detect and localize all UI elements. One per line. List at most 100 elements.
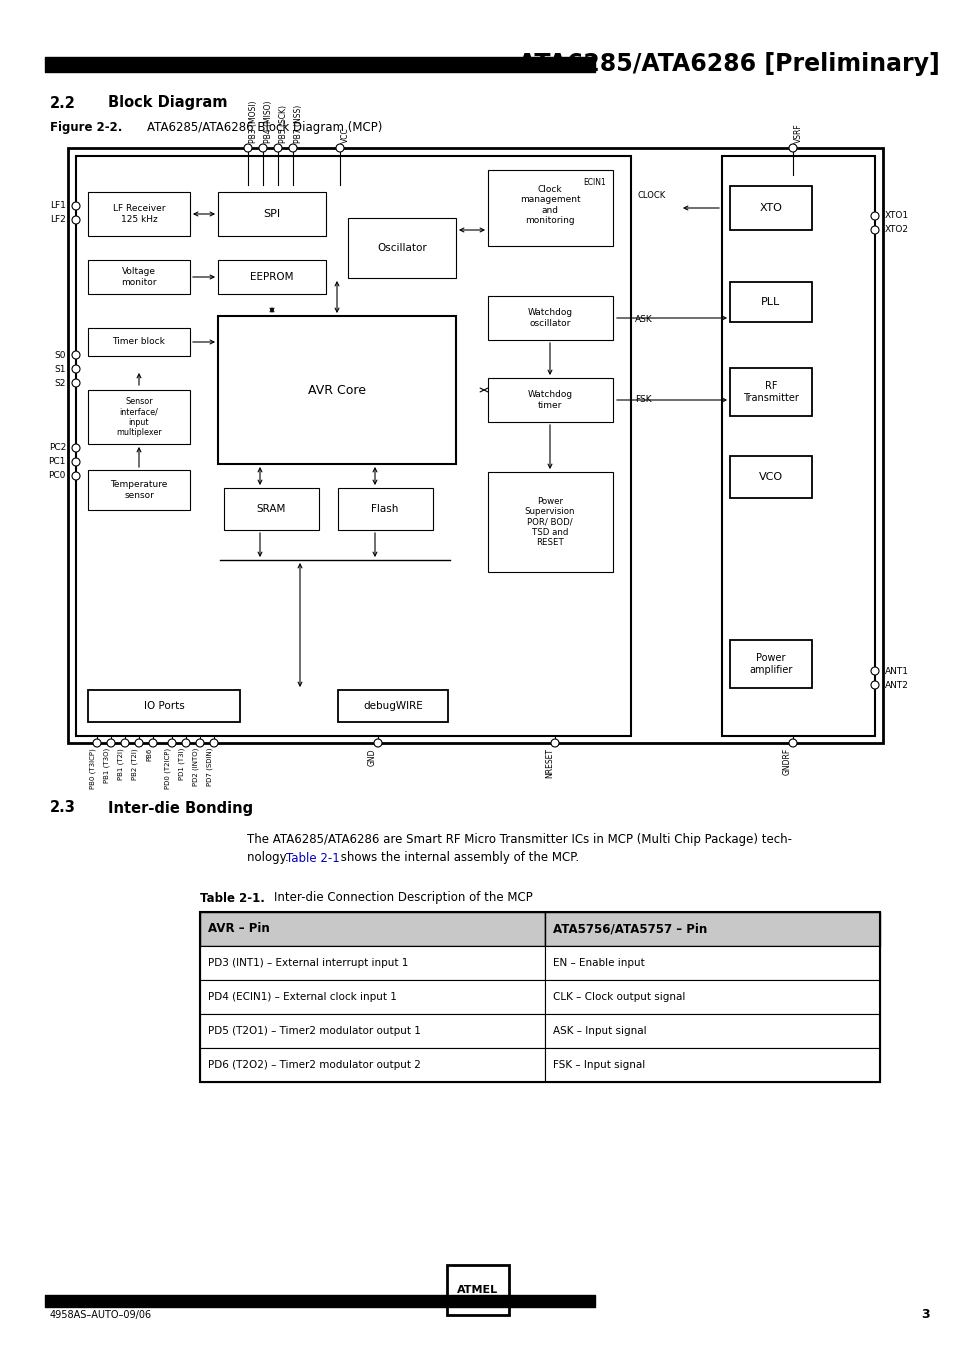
Circle shape bbox=[274, 145, 282, 153]
Text: ATA6285/ATA6286 Block Diagram (MCP): ATA6285/ATA6286 Block Diagram (MCP) bbox=[147, 122, 382, 135]
Text: PC1: PC1 bbox=[49, 458, 66, 466]
Text: ATA5756/ATA5757 – Pin: ATA5756/ATA5757 – Pin bbox=[553, 923, 706, 935]
Text: ATMEL: ATMEL bbox=[456, 1285, 498, 1296]
Bar bbox=[68, 149, 882, 743]
Text: Block Diagram: Block Diagram bbox=[108, 96, 227, 111]
Text: debugWIRE: debugWIRE bbox=[363, 701, 422, 711]
Circle shape bbox=[92, 739, 101, 747]
Bar bbox=[447, 1265, 509, 1315]
Circle shape bbox=[195, 739, 204, 747]
Text: Timer block: Timer block bbox=[112, 338, 165, 346]
Bar bbox=[348, 218, 456, 278]
Text: PD1 (T3I): PD1 (T3I) bbox=[178, 748, 185, 781]
Text: Figure 2-2.: Figure 2-2. bbox=[50, 122, 122, 135]
Circle shape bbox=[870, 667, 878, 676]
Text: PD5 (T2O1) – Timer2 modulator output 1: PD5 (T2O1) – Timer2 modulator output 1 bbox=[208, 1025, 420, 1036]
Bar bbox=[200, 979, 544, 1015]
Bar bbox=[200, 1048, 544, 1082]
Bar bbox=[88, 390, 190, 444]
Circle shape bbox=[71, 365, 80, 373]
Bar bbox=[488, 378, 613, 422]
Text: RF
Transmitter: RF Transmitter bbox=[742, 381, 798, 403]
Bar bbox=[218, 192, 326, 236]
Text: PD4 (ECIN1) – External clock input 1: PD4 (ECIN1) – External clock input 1 bbox=[208, 992, 396, 1002]
Text: IO Ports: IO Ports bbox=[144, 701, 184, 711]
Bar bbox=[76, 155, 630, 736]
Text: nology.: nology. bbox=[247, 851, 293, 865]
Bar bbox=[337, 488, 433, 530]
Circle shape bbox=[121, 739, 129, 747]
Text: FSK: FSK bbox=[635, 396, 651, 404]
Text: PLL: PLL bbox=[760, 297, 780, 307]
Text: PB0 (T3ICP): PB0 (T3ICP) bbox=[90, 748, 96, 789]
Text: ATA6285/ATA6286 [Preliminary]: ATA6285/ATA6286 [Preliminary] bbox=[517, 51, 939, 76]
Bar bbox=[200, 912, 879, 1082]
Text: PB5 (SCK): PB5 (SCK) bbox=[278, 105, 288, 143]
Text: VCC: VCC bbox=[340, 127, 350, 143]
Text: Inter-die Bonding: Inter-die Bonding bbox=[108, 801, 253, 816]
Text: VCO: VCO bbox=[759, 471, 782, 482]
Text: PB2 (T2I): PB2 (T2I) bbox=[132, 748, 138, 780]
Circle shape bbox=[182, 739, 190, 747]
Text: Voltage
monitor: Voltage monitor bbox=[121, 267, 156, 286]
Text: PB6: PB6 bbox=[146, 748, 152, 762]
Bar bbox=[88, 259, 190, 295]
Bar bbox=[721, 155, 874, 736]
Bar bbox=[224, 488, 318, 530]
Text: PB7 (NSS): PB7 (NSS) bbox=[294, 105, 303, 143]
Text: The ATA6285/ATA6286 are Smart RF Micro Transmitter ICs in MCP (Multi Chip Packag: The ATA6285/ATA6286 are Smart RF Micro T… bbox=[247, 834, 791, 847]
Text: PB3 (MOSI): PB3 (MOSI) bbox=[249, 100, 257, 143]
Circle shape bbox=[168, 739, 175, 747]
Text: Watchdog
oscillator: Watchdog oscillator bbox=[527, 308, 572, 328]
Text: XTO1: XTO1 bbox=[884, 212, 908, 220]
Text: Watchdog
timer: Watchdog timer bbox=[527, 390, 572, 409]
Bar bbox=[729, 640, 811, 688]
Circle shape bbox=[788, 145, 796, 153]
Bar bbox=[200, 912, 544, 946]
Text: CLOCK: CLOCK bbox=[638, 192, 665, 200]
Bar bbox=[544, 1015, 879, 1048]
Bar bbox=[218, 316, 456, 463]
Text: ANT1: ANT1 bbox=[884, 666, 908, 676]
Circle shape bbox=[71, 444, 80, 453]
Circle shape bbox=[71, 203, 80, 209]
Circle shape bbox=[870, 212, 878, 220]
Text: 3: 3 bbox=[921, 1309, 929, 1321]
Bar bbox=[729, 186, 811, 230]
Circle shape bbox=[210, 739, 218, 747]
Circle shape bbox=[258, 145, 267, 153]
Bar bbox=[729, 367, 811, 416]
Text: ASK: ASK bbox=[635, 316, 652, 324]
Circle shape bbox=[71, 380, 80, 386]
Text: LF2: LF2 bbox=[51, 216, 66, 224]
Text: EEPROM: EEPROM bbox=[250, 272, 294, 282]
Bar bbox=[544, 979, 879, 1015]
Text: 2.2: 2.2 bbox=[50, 96, 76, 111]
Text: FSK – Input signal: FSK – Input signal bbox=[553, 1061, 644, 1070]
Circle shape bbox=[244, 145, 252, 153]
Text: CLK – Clock output signal: CLK – Clock output signal bbox=[553, 992, 684, 1002]
Text: XTO: XTO bbox=[759, 203, 781, 213]
Circle shape bbox=[788, 739, 796, 747]
Bar bbox=[200, 946, 544, 979]
Bar bbox=[488, 170, 613, 246]
Circle shape bbox=[374, 739, 381, 747]
Text: PD7 (SDIN): PD7 (SDIN) bbox=[206, 748, 213, 786]
Bar bbox=[88, 192, 190, 236]
Text: EN – Enable input: EN – Enable input bbox=[553, 958, 644, 969]
Text: LF1: LF1 bbox=[51, 201, 66, 211]
Bar bbox=[218, 259, 326, 295]
Circle shape bbox=[107, 739, 115, 747]
Circle shape bbox=[551, 739, 558, 747]
Text: Table 2-1.: Table 2-1. bbox=[200, 892, 265, 905]
Text: Clock
management
and
monitoring: Clock management and monitoring bbox=[519, 185, 579, 226]
Text: Power
amplifier: Power amplifier bbox=[748, 653, 792, 674]
Text: VSRF: VSRF bbox=[793, 123, 802, 143]
Bar bbox=[544, 946, 879, 979]
Bar bbox=[488, 471, 613, 571]
Text: 4958AS–AUTO–09/06: 4958AS–AUTO–09/06 bbox=[50, 1310, 152, 1320]
Bar bbox=[200, 1015, 544, 1048]
Text: PD2 (INTO): PD2 (INTO) bbox=[193, 748, 199, 786]
Text: Sensor
interface/
input
multiplexer: Sensor interface/ input multiplexer bbox=[116, 397, 162, 438]
Text: Oscillator: Oscillator bbox=[376, 243, 426, 253]
